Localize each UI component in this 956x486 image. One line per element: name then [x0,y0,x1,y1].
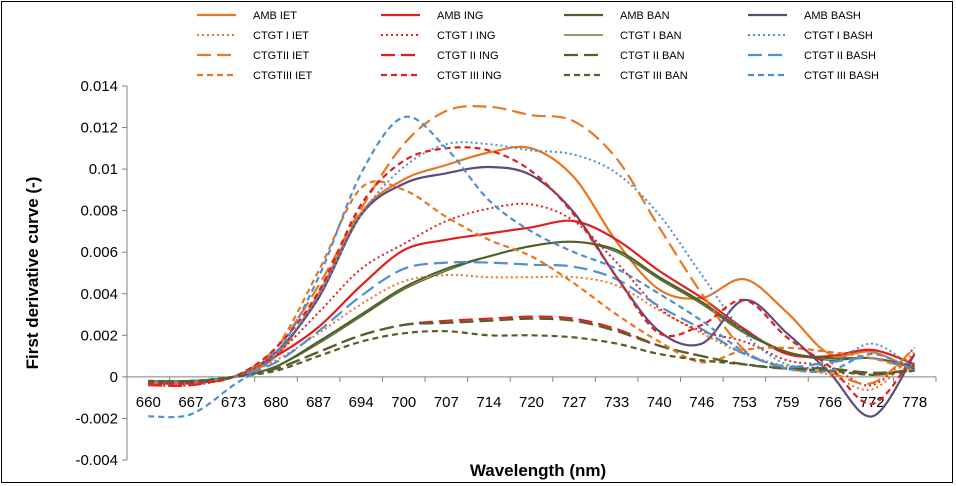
y-tick-label: -0.002 [75,410,118,427]
y-tick-label: 0 [110,369,118,386]
legend-label: CTGT II ING [437,50,499,62]
legend-label: AMB BASH [804,10,861,22]
series-line-ctgt-i-iet [148,273,916,392]
y-tick-label: 0.004 [80,286,118,303]
series-line-ctgt-iii-ing [148,146,916,406]
legend-item-amb-bash: AMB BASH [748,10,861,22]
legend-item-ctgt-i-iet: CTGT I IET [197,30,309,42]
legend-label: CTGTII IET [253,50,310,62]
x-tick-label: 778 [902,394,927,411]
y-tick-label: 0.002 [80,327,118,344]
legend-label: CTGT III ING [437,70,502,82]
legend: AMB IET AMB ING AMB BAN AMB BASH CTGT I IET C… [197,10,879,82]
x-tick-label: 687 [306,394,331,411]
x-tick-label: 740 [647,394,672,411]
x-tick-label: 753 [732,394,757,411]
legend-item-ctgtii-iet: CTGTII IET [197,50,310,62]
x-tick-label: 667 [178,394,203,411]
x-tick-label: 680 [264,394,289,411]
x-axis-title: Wavelength (nm) [470,461,606,480]
x-axis: 660 667 673 680 687 694 700 707 714 720 727 733 740 7… [126,376,937,411]
y-tick-label: 0.012 [80,120,118,137]
series-line-ctgt-i-ban [148,240,915,382]
series-line-ctgt-iii-bash [148,115,916,419]
series-layer [148,105,916,419]
series-line-ctgtiii-iet [148,180,916,385]
legend-item-ctgt-iii-ing: CTGT III ING [381,70,502,82]
x-tick-label: 727 [562,394,587,411]
y-tick-label: 0.006 [80,244,118,261]
legend-label: CTGT I BAN [620,30,682,42]
x-tick-label: 720 [519,394,544,411]
legend-item-ctgt-iii-ban: CTGT III BAN [564,70,688,82]
x-tick-label: 707 [434,394,459,411]
legend-label: CTGT II BASH [804,50,876,62]
y-tick-label: -0.004 [75,452,118,469]
series-line-ctgt-ii-bash [148,260,916,383]
y-axis-title: First derivative curve (-) [23,177,42,370]
legend-label: AMB BAN [620,10,670,22]
series-line-amb-ing [148,219,916,385]
legend-item-amb-ban: AMB BAN [564,10,670,22]
legend-label: CTGT III BASH [804,70,879,82]
x-tick-label: 714 [476,394,501,411]
legend-item-ctgt-i-bash: CTGT I BASH [748,30,873,42]
y-tick-label: 0.01 [89,161,118,178]
x-tick-label: 746 [689,394,714,411]
legend-label: AMB IET [253,10,297,22]
y-tick-label: 0.014 [80,78,118,95]
x-tick-label: 700 [391,394,416,411]
x-tick-label: 694 [349,394,374,411]
legend-label: CTGT I IET [253,30,309,42]
x-tick-label: 759 [774,394,799,411]
series-line-ctgt-i-ing [148,202,916,387]
legend-item-ctgt-ii-bash: CTGT II BASH [748,50,876,62]
x-tick-label: 660 [136,394,161,411]
legend-item-ctgt-ii-ban: CTGT II BAN [564,50,685,62]
legend-label: CTGT I BASH [804,30,873,42]
legend-item-amb-iet: AMB IET [197,10,297,22]
legend-label: CTGT III BAN [620,70,688,82]
y-tick-label: 0.008 [80,203,118,220]
legend-item-ctgt-ii-ing: CTGT II ING [381,50,499,62]
legend-item-ctgt-i-ing: CTGT I ING [381,30,495,42]
series-line-ctgt-i-bash [148,141,916,385]
x-tick-label: 733 [604,394,629,411]
legend-item-ctgtiii-iet: CTGTIII IET [197,70,313,82]
x-tick-label: 766 [817,394,842,411]
legend-label: CTGT II BAN [620,50,685,62]
series-line-ctgt-ii-ban [148,317,915,383]
y-axis: -0.004 -0.002 0 0.002 0.004 0.006 0.008 0.01 0.0… [75,78,128,469]
legend-label: CTGT I ING [437,30,495,42]
legend-label: CTGTIII IET [253,70,313,82]
x-tick-label: 772 [860,394,885,411]
legend-item-amb-ing: AMB ING [381,10,483,22]
legend-item-ctgt-iii-bash: CTGT III BASH [748,70,879,82]
legend-item-ctgt-i-ban: CTGT I BAN [564,30,682,42]
legend-label: AMB ING [437,10,483,22]
x-tick-label: 673 [221,394,246,411]
